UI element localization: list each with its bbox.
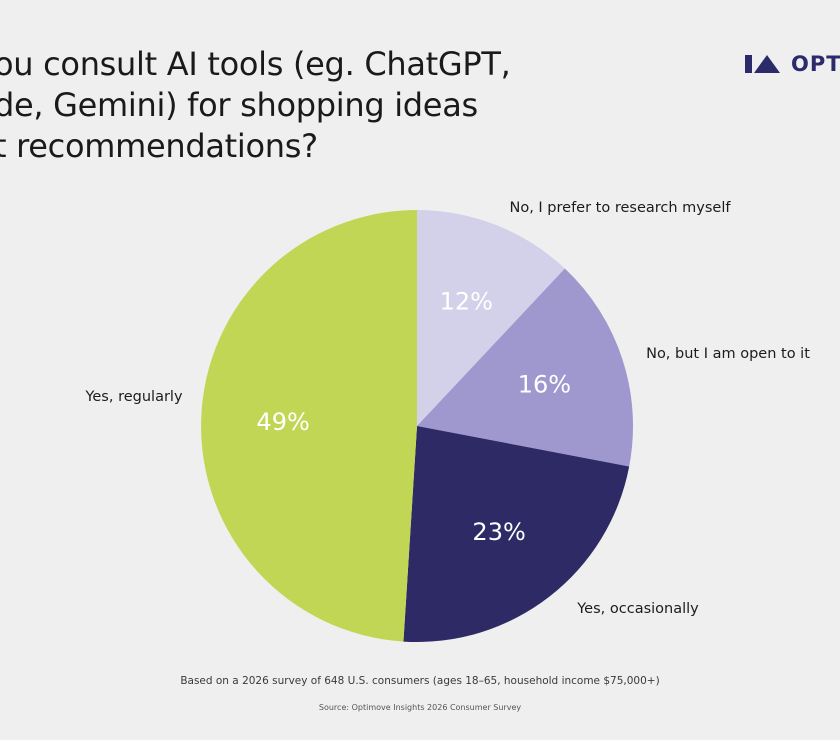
pie-slice-3 (403, 426, 630, 642)
logo-text: OPT (791, 52, 840, 76)
pie-slices (201, 210, 633, 642)
chart-title-line-2: de, Gemini) for shopping ideas (0, 86, 478, 124)
chart-title-line-3: t recommendations? (0, 127, 318, 165)
slice-percent-label: 12% (440, 288, 493, 316)
survey-footnote: Based on a 2026 survey of 648 U.S. consu… (180, 675, 660, 687)
source-note: Source: Optimove Insights 2026 Consumer … (318, 703, 522, 712)
slice-percent-label: 16% (518, 371, 571, 399)
pie-slice-2 (417, 268, 633, 467)
slice-callout-label: Yes, regularly (84, 389, 182, 405)
slice-callout-label: No, I prefer to research myself (509, 200, 731, 216)
pie-slice-4 (201, 210, 417, 642)
chart-title-line-1: ou consult AI tools (eg. ChatGPT, (0, 45, 511, 83)
slice-callout-label: Yes, occasionally (576, 601, 699, 617)
callout-labels: No, I prefer to research myself No, but I… (84, 200, 810, 617)
percent-labels: 12% 16% 23% 49% (256, 288, 571, 546)
slice-percent-label: 23% (472, 518, 525, 546)
optimove-logo-mark-icon (745, 55, 780, 73)
pie-slice-1 (417, 210, 565, 426)
slice-callout-label: No, but I am open to it (646, 346, 810, 362)
slice-percent-label: 49% (256, 408, 309, 436)
brand-logo: OPT (745, 50, 840, 78)
